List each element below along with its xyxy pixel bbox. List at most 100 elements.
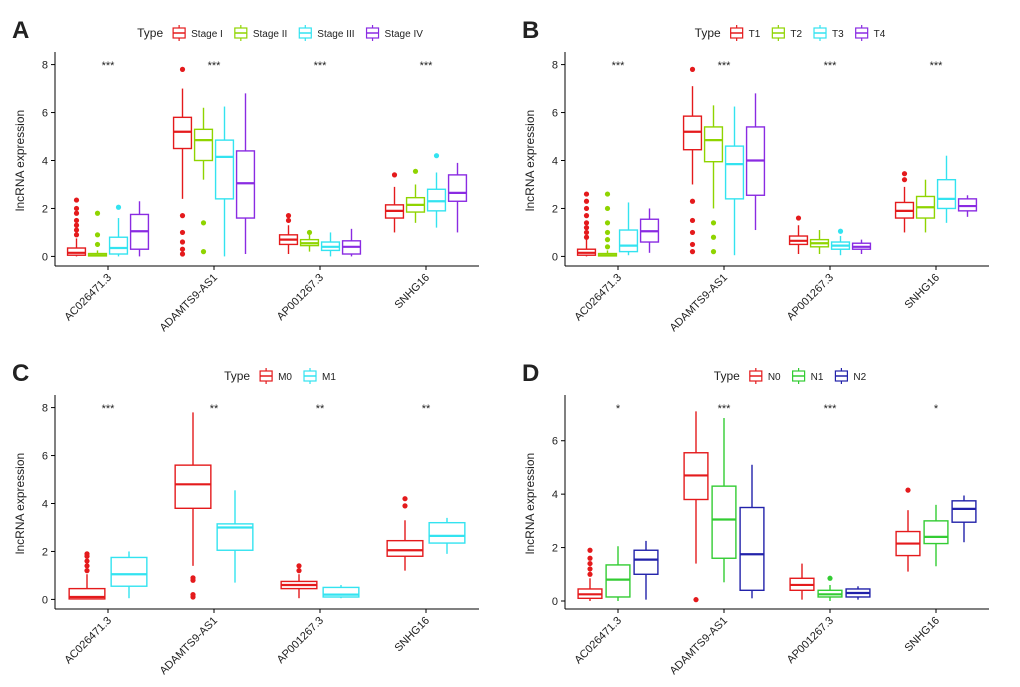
x-tick-label: ADAMTS9-AS1 xyxy=(158,615,221,678)
x-tick-label: SNHG16 xyxy=(393,272,433,312)
outlier xyxy=(179,251,186,257)
box xyxy=(110,556,148,587)
legend-label: N2 xyxy=(853,372,866,383)
box xyxy=(172,116,193,150)
outlier xyxy=(604,191,611,197)
y-tick-label: 6 xyxy=(42,451,48,463)
significance: *** xyxy=(314,60,328,72)
outlier xyxy=(587,560,593,567)
outlier xyxy=(901,177,908,183)
panel-label: D xyxy=(522,360,539,387)
panel-label: A xyxy=(12,17,29,44)
outlier xyxy=(200,249,207,255)
outlier xyxy=(583,198,590,204)
outlier xyxy=(689,66,696,72)
outlier xyxy=(94,232,101,238)
outlier xyxy=(689,198,696,204)
outlier xyxy=(179,66,186,72)
legend-label: T3 xyxy=(832,29,844,40)
legend-label: T1 xyxy=(749,29,761,40)
legend-title: Type xyxy=(714,369,740,383)
outlier xyxy=(296,568,302,574)
x-tick-label: AC026471.3 xyxy=(572,615,624,667)
x-tick-label: SNHG16 xyxy=(393,615,433,655)
box xyxy=(193,128,214,162)
outlier xyxy=(587,555,593,561)
y-tick-label: 4 xyxy=(552,489,558,501)
outlier xyxy=(73,232,80,238)
outlier xyxy=(190,592,196,598)
outlier xyxy=(115,204,122,210)
legend-title: Type xyxy=(695,26,721,40)
box xyxy=(322,586,360,598)
legend: Type T1 T2 T3 T4 xyxy=(695,25,886,41)
box xyxy=(951,500,977,523)
outlier xyxy=(693,597,699,603)
outlier xyxy=(94,210,101,216)
box xyxy=(957,198,978,212)
outlier xyxy=(402,503,408,509)
outlier xyxy=(179,213,186,219)
outlier xyxy=(179,239,186,245)
outlier xyxy=(84,568,90,574)
y-tick-label: 0 xyxy=(42,251,48,263)
significance: *** xyxy=(718,403,732,415)
panel-label: C xyxy=(12,360,29,387)
outlier xyxy=(827,575,833,581)
outlier xyxy=(583,205,590,212)
box xyxy=(68,587,106,600)
outlier xyxy=(710,234,717,240)
x-tick-label: SNHG16 xyxy=(903,615,943,655)
box xyxy=(428,521,466,544)
legend: Type Stage I Stage II Stage III Stage IV xyxy=(137,25,423,41)
outlier xyxy=(73,217,80,224)
outlier xyxy=(905,487,911,493)
x-tick-label: SNHG16 xyxy=(903,272,943,312)
outlier xyxy=(583,191,590,197)
outlier xyxy=(179,246,186,252)
outlier xyxy=(710,249,717,255)
box xyxy=(214,139,235,200)
outlier xyxy=(604,205,611,212)
box xyxy=(936,178,957,210)
y-tick-label: 4 xyxy=(42,499,48,511)
significance: *** xyxy=(930,60,944,72)
box xyxy=(618,229,639,253)
outlier xyxy=(604,229,611,236)
y-tick-label: 8 xyxy=(42,60,48,72)
significance: *** xyxy=(102,60,116,72)
outlier xyxy=(795,215,802,221)
box xyxy=(711,485,737,559)
box xyxy=(66,247,87,256)
outlier xyxy=(587,566,593,572)
outlier xyxy=(412,168,419,174)
outlier xyxy=(73,197,80,203)
outlier xyxy=(583,213,590,219)
significance: *** xyxy=(208,60,222,72)
significance: *** xyxy=(420,60,434,72)
legend-label: N0 xyxy=(768,372,781,383)
y-tick-label: 2 xyxy=(552,543,558,555)
y-tick-label: 0 xyxy=(42,594,48,606)
outlier xyxy=(604,244,611,250)
y-tick-label: 2 xyxy=(42,203,48,215)
y-axis-label: lncRNA expression xyxy=(13,110,27,211)
legend-label: N1 xyxy=(811,372,824,383)
legend: Type M0 M1 xyxy=(224,368,336,384)
outlier xyxy=(689,229,696,236)
box xyxy=(703,126,724,163)
legend-label: T4 xyxy=(874,29,886,40)
y-tick-label: 2 xyxy=(42,546,48,558)
box xyxy=(633,549,659,575)
outlier xyxy=(587,571,593,577)
x-tick-label: AP001267.3 xyxy=(785,272,836,323)
legend-label: Stage IV xyxy=(385,29,424,40)
box xyxy=(386,539,424,557)
y-tick-label: 2 xyxy=(552,203,558,215)
outlier xyxy=(73,205,80,212)
legend-label: Stage I xyxy=(191,29,223,40)
significance: * xyxy=(616,403,621,415)
outlier xyxy=(94,241,101,248)
